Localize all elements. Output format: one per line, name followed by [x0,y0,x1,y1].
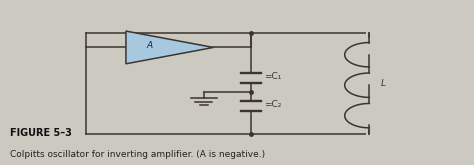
Text: Colpitts oscillator for inverting amplifier. (A is negative.): Colpitts oscillator for inverting amplif… [10,150,265,159]
Text: L: L [381,79,386,88]
Text: A: A [146,41,153,50]
Text: =C₂: =C₂ [264,100,282,109]
Text: =C₁: =C₁ [264,72,282,81]
Polygon shape [126,31,213,64]
Text: FIGURE 5–3: FIGURE 5–3 [10,128,72,138]
